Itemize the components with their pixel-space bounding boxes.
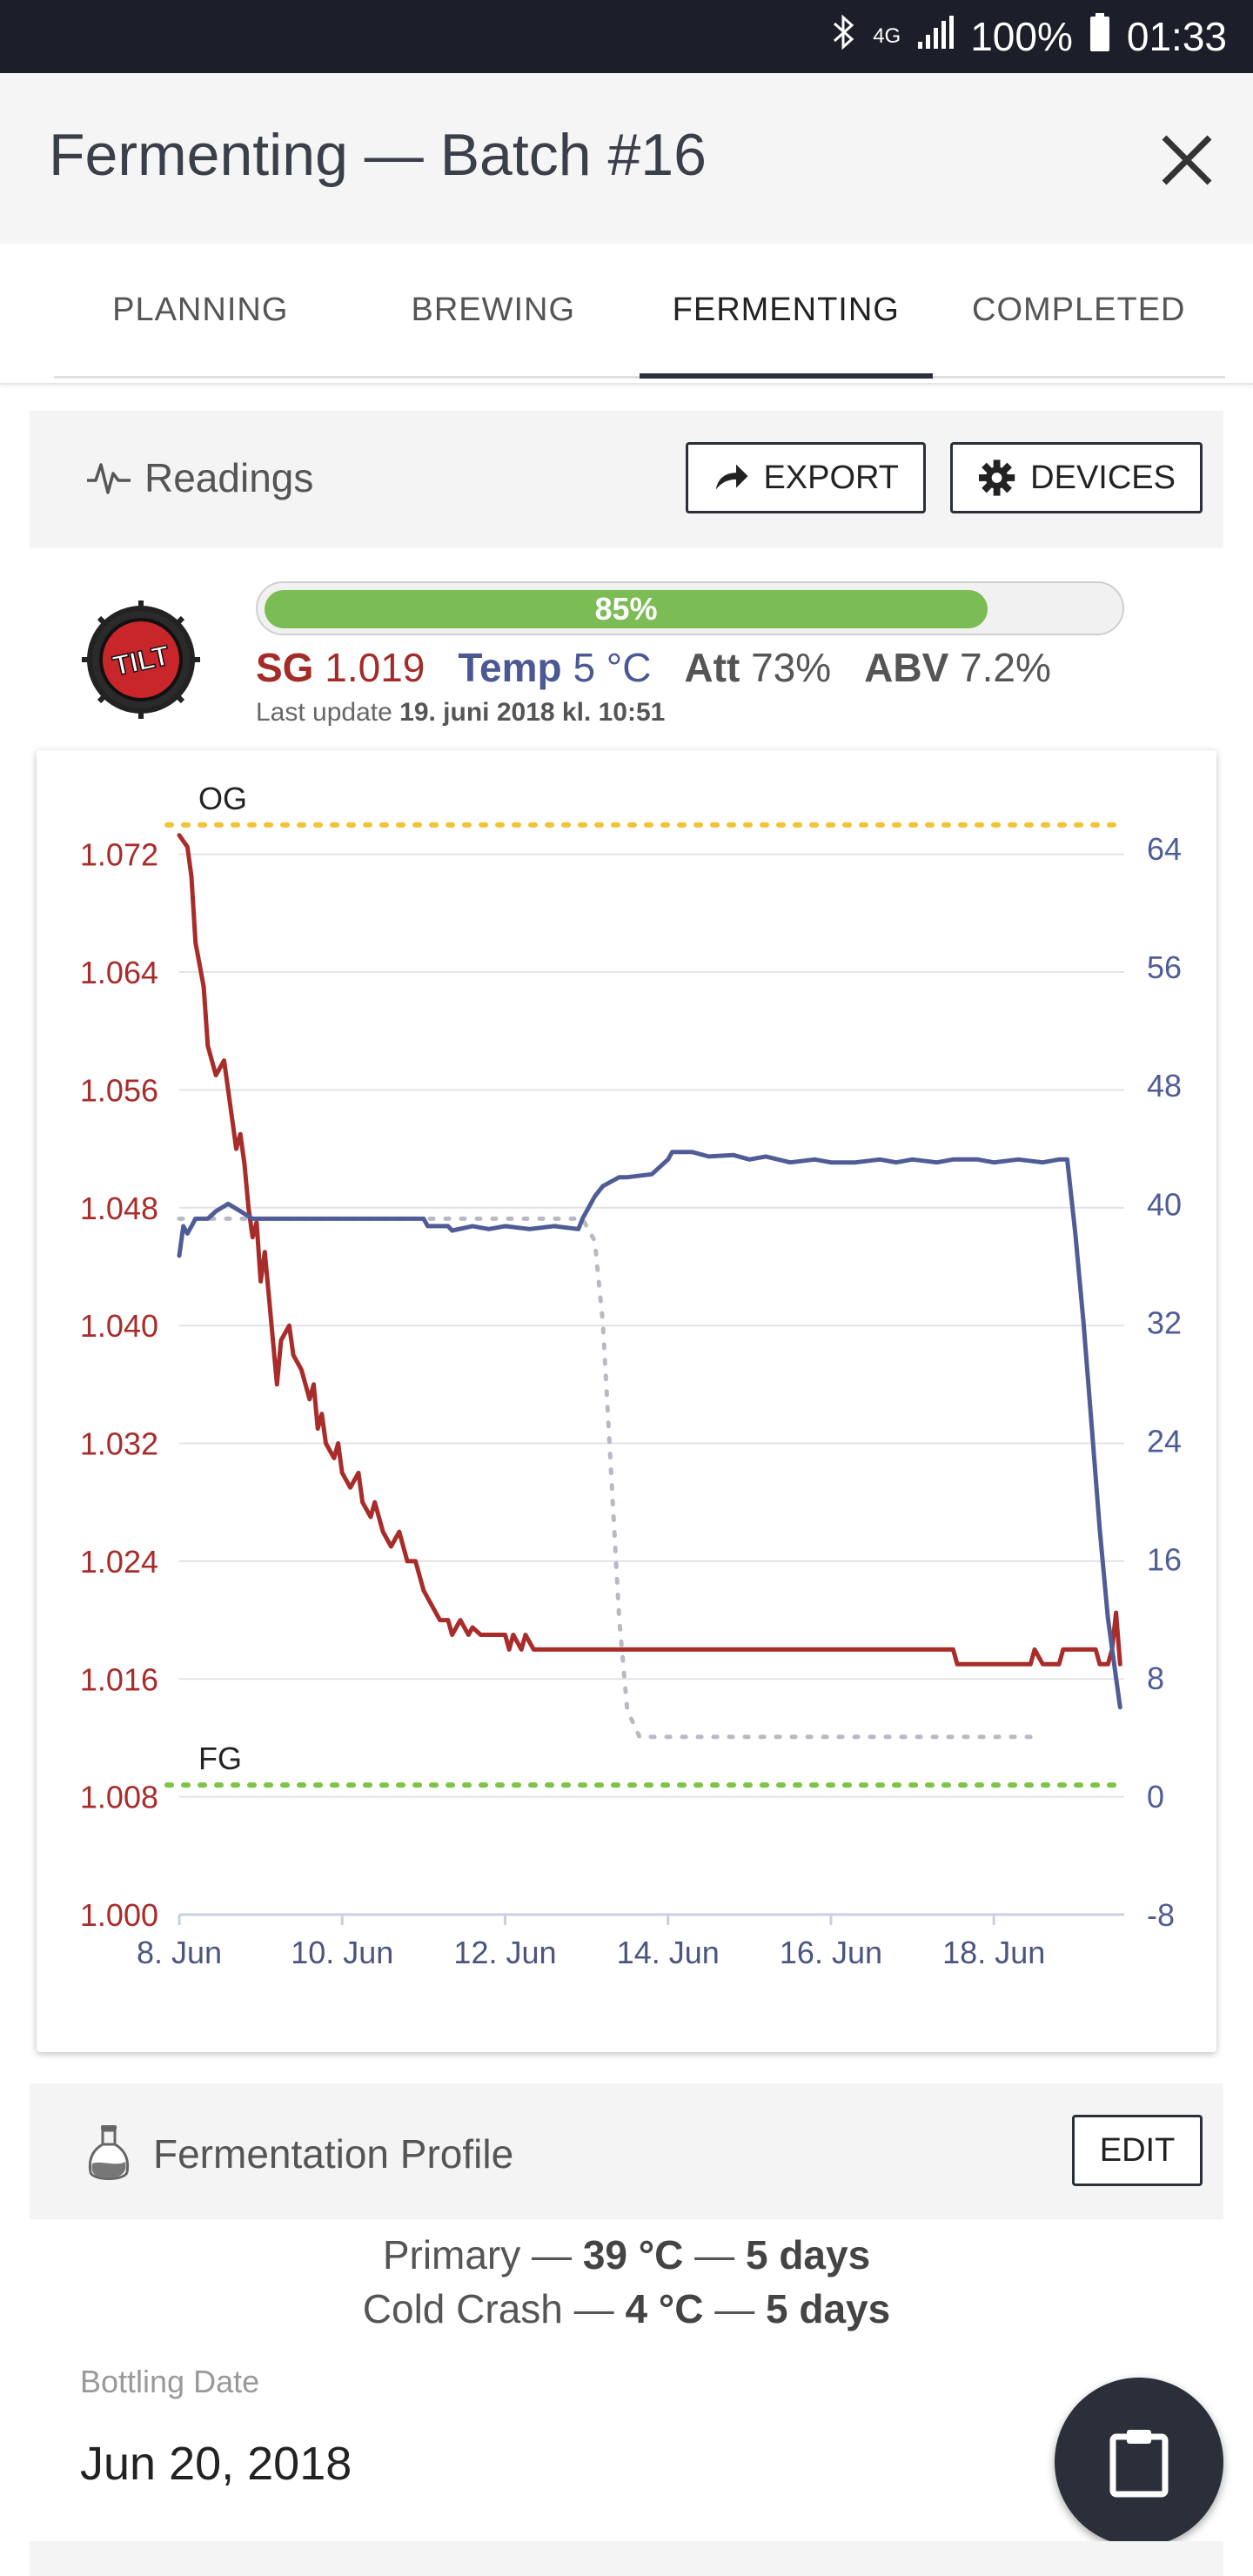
tab-fermenting[interactable]: FERMENTING: [640, 244, 933, 379]
y-right-tick-label: 24: [1147, 1424, 1182, 1459]
profile-header: Fermentation Profile EDIT: [30, 2083, 1223, 2219]
x-tick-label: 8. Jun: [137, 1935, 222, 1970]
y-right-tick-label: 16: [1147, 1542, 1182, 1578]
y-right-tick-label: 64: [1147, 831, 1182, 867]
y-right-tick-label: 8: [1147, 1660, 1164, 1696]
tilt-logo: TILT: [80, 599, 202, 721]
status-bar: 4G 100% 01:33: [0, 0, 1253, 73]
readings-title: Readings: [85, 454, 313, 501]
att-stat: Att 73%: [684, 645, 832, 690]
bottling-date-value[interactable]: Jun 20, 2018: [80, 2438, 352, 2490]
y-left-tick-label: 1.056: [80, 1072, 158, 1108]
export-button[interactable]: EXPORT: [686, 442, 926, 513]
x-tick-label: 14. Jun: [617, 1935, 720, 1970]
tab-planning[interactable]: PLANNING: [112, 291, 289, 328]
fg-label: FG: [198, 1741, 242, 1776]
y-left-tick-label: 1.064: [80, 955, 158, 990]
devices-label: DEVICES: [1030, 459, 1176, 496]
status-time: 01:33: [1126, 14, 1227, 59]
tab-completed[interactable]: COMPLETED: [972, 291, 1186, 328]
x-tick-label: 10. Jun: [291, 1935, 393, 1970]
next-section: [30, 2541, 1223, 2576]
last-update-value: 19. juni 2018 kl. 10:51: [399, 698, 666, 727]
close-icon: [1162, 135, 1212, 185]
export-label: EXPORT: [763, 459, 899, 496]
gear-icon: [978, 460, 1015, 496]
y-left-tick-label: 1.072: [80, 837, 158, 873]
tilt-stats: SG 1.019 Temp 5 °C Att 73% ABV 7.2%: [256, 644, 1051, 691]
edit-button[interactable]: EDIT: [1072, 2115, 1203, 2186]
bluetooth-icon: [831, 12, 857, 62]
y-left-tick-label: 1.032: [80, 1426, 158, 1462]
devices-button[interactable]: DEVICES: [950, 442, 1203, 513]
profile-title: Fermentation Profile: [85, 2123, 513, 2184]
page-title: Fermenting — Batch #16: [49, 122, 707, 188]
last-update: Last update 19. juni 2018 kl. 10:51: [256, 698, 665, 728]
profile-label: Fermentation Profile: [153, 2131, 514, 2177]
clipboard-icon: [1109, 2430, 1169, 2498]
bottling-date-label: Bottling Date: [80, 2364, 260, 2399]
pulse-icon: [87, 463, 131, 494]
profile-steps: Primary — 39 °C — 5 days Cold Crash — 4 …: [0, 2228, 1253, 2336]
battery-percent: 100%: [970, 14, 1073, 59]
tilt-summary: TILT 85% SG 1.019 Temp 5 °C Att 73% ABV …: [0, 557, 1253, 740]
network-type: 4G: [873, 24, 901, 48]
signal-icon: [916, 13, 955, 60]
profile-step: Primary — 39 °C — 5 days: [382, 2232, 871, 2277]
y-left-tick-label: 1.016: [80, 1661, 158, 1697]
progress-label: 85%: [594, 591, 658, 627]
temp-stat: Temp 5 °C: [458, 645, 652, 690]
progress-bar: 85%: [256, 581, 1124, 635]
battery-icon: [1089, 12, 1111, 61]
y-left-tick-label: 1.008: [80, 1780, 158, 1815]
y-right-tick-label: 0: [1147, 1779, 1164, 1815]
profile-step: Cold Crash — 4 °C — 5 days: [362, 2286, 891, 2331]
readings-header: Readings EXPORT DEVICES: [30, 411, 1223, 548]
y-left-tick-label: 1.040: [80, 1308, 158, 1344]
y-right-tick-label: 48: [1147, 1068, 1182, 1104]
x-tick-label: 12. Jun: [453, 1935, 556, 1970]
target-temp-series-line: [177, 1216, 1037, 1740]
y-right-tick-label: 56: [1147, 949, 1182, 985]
y-left-tick-label: 1.048: [80, 1191, 158, 1226]
sg-series-line: [177, 833, 1122, 1667]
y-left-tick-label: 1.024: [80, 1544, 158, 1580]
abv-stat: ABV 7.2%: [864, 645, 1051, 690]
readings-chart[interactable]: 1.000 1.008 1.016 1.024 1.032 1.040 1.048 1.056…: [37, 750, 1216, 2052]
notes-fab[interactable]: [1055, 2378, 1223, 2546]
progress-fill: 85%: [265, 590, 988, 628]
edit-label: EDIT: [1099, 2131, 1176, 2169]
app-bar: Fermenting — Batch #16: [0, 73, 1253, 244]
y-left-tick-label: 1.000: [80, 1897, 158, 1933]
y-right-tick-label: -8: [1147, 1897, 1175, 1933]
x-tick-label: 18. Jun: [942, 1935, 1045, 1970]
status-items: 4G 100% 01:33: [831, 0, 1227, 73]
flask-icon: [88, 2125, 130, 2180]
last-update-prefix: Last update: [256, 698, 392, 727]
y-right-tick-label: 40: [1147, 1186, 1182, 1222]
og-label: OG: [198, 781, 247, 816]
chart-svg: 1.000 1.008 1.016 1.024 1.032 1.040 1.048 1.056…: [80, 781, 1182, 1970]
sg-stat: SG 1.019: [256, 645, 425, 690]
readings-label: Readings: [144, 455, 314, 500]
tab-brewing[interactable]: BREWING: [411, 291, 576, 328]
close-button[interactable]: [1152, 125, 1222, 195]
tab-bar: PLANNING BREWING FERMENTING COMPLETED: [0, 244, 1253, 385]
y-right-tick-label: 32: [1147, 1305, 1182, 1340]
share-arrow-icon: [715, 464, 748, 490]
x-tick-label: 16. Jun: [780, 1935, 882, 1970]
temp-series-line: [177, 1150, 1122, 1710]
